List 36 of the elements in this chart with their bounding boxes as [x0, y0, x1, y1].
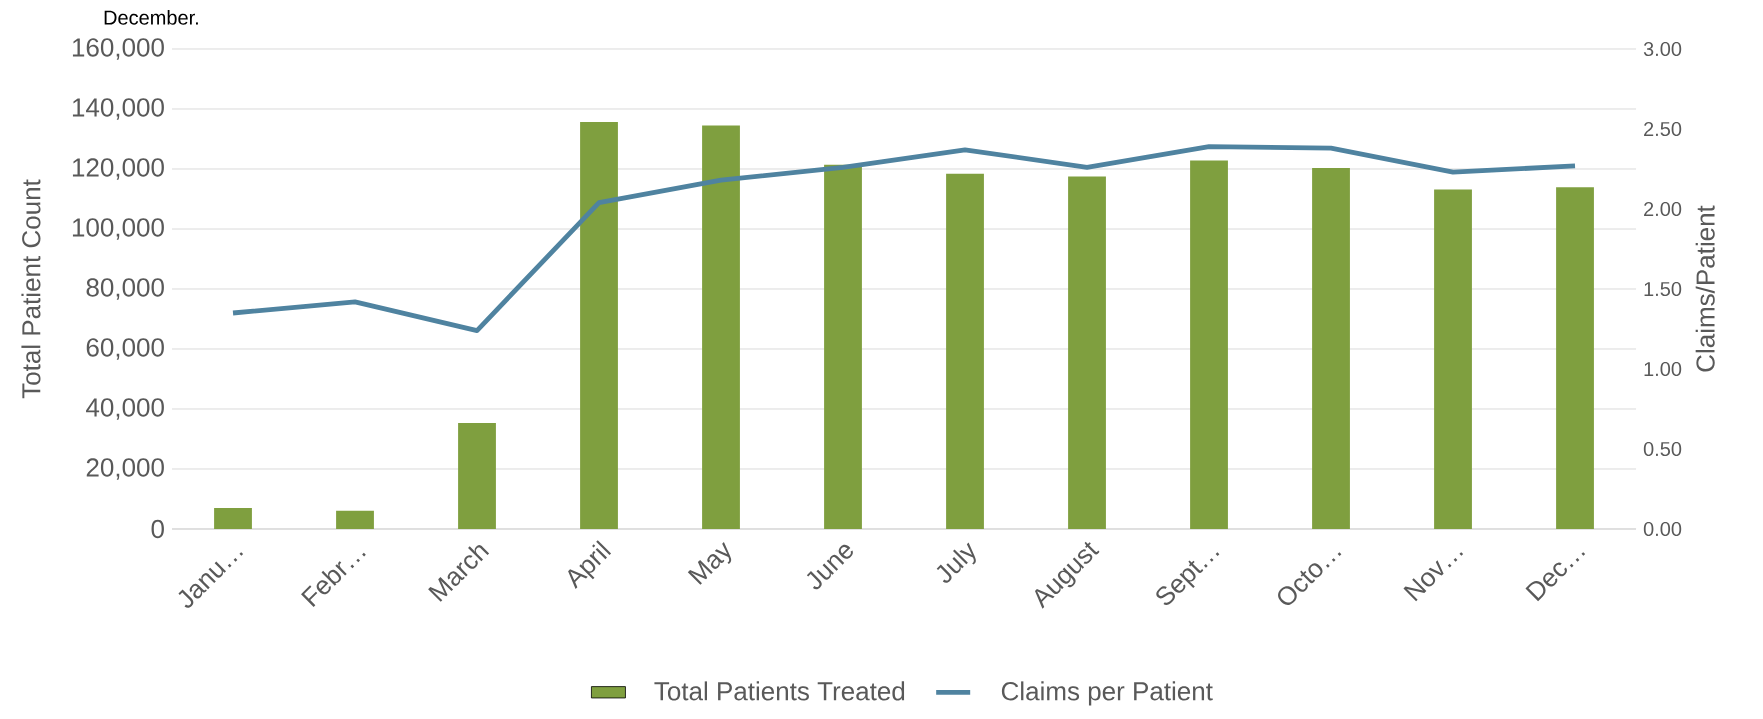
bar [1556, 187, 1594, 529]
bar [946, 173, 984, 529]
y-axis-title: Total Patient Count [21, 179, 41, 399]
y2-axis-title: Claims/Patient [1695, 205, 1715, 372]
bar [702, 125, 740, 529]
y-tick-label: 120,000 [72, 158, 164, 180]
y2-tick-label: 0.00 [1643, 521, 1682, 537]
y2-tick-label: 0.50 [1643, 441, 1682, 457]
x-tick-label: July [936, 542, 976, 583]
bar [1312, 168, 1350, 529]
y-tick-label: 100,000 [72, 218, 164, 240]
y2-tick-label: 2.50 [1644, 121, 1682, 137]
bar [336, 510, 374, 529]
bar [1190, 160, 1228, 529]
y2-tick-label: 3.00 [1643, 41, 1682, 57]
y-tick-label: 40,000 [86, 398, 164, 420]
y2-tick-label: 2.00 [1644, 201, 1682, 217]
y2-tick-label: 1.50 [1644, 281, 1682, 297]
y-tick-label: 0 [151, 519, 164, 539]
line-series [230, 144, 1578, 333]
chart-title: December. [104, 10, 198, 25]
y-tick-label: 140,000 [72, 98, 164, 120]
y-tick-label: 80,000 [86, 278, 164, 300]
x-tick-label: May [687, 541, 732, 585]
bar [824, 164, 862, 529]
legend-label: Total Patients Treated [654, 681, 905, 701]
y-tick-label: 20,000 [86, 458, 164, 480]
bar [1434, 189, 1472, 529]
y-tick-label: 60,000 [86, 338, 164, 360]
bar [1068, 176, 1106, 529]
legend-label: Claims per Patient [1001, 681, 1213, 706]
bar [214, 508, 252, 529]
y-tick-label: 160,000 [72, 38, 164, 60]
bar [580, 121, 618, 529]
y2-tick-label: 1.00 [1644, 361, 1682, 377]
bar [458, 423, 496, 529]
